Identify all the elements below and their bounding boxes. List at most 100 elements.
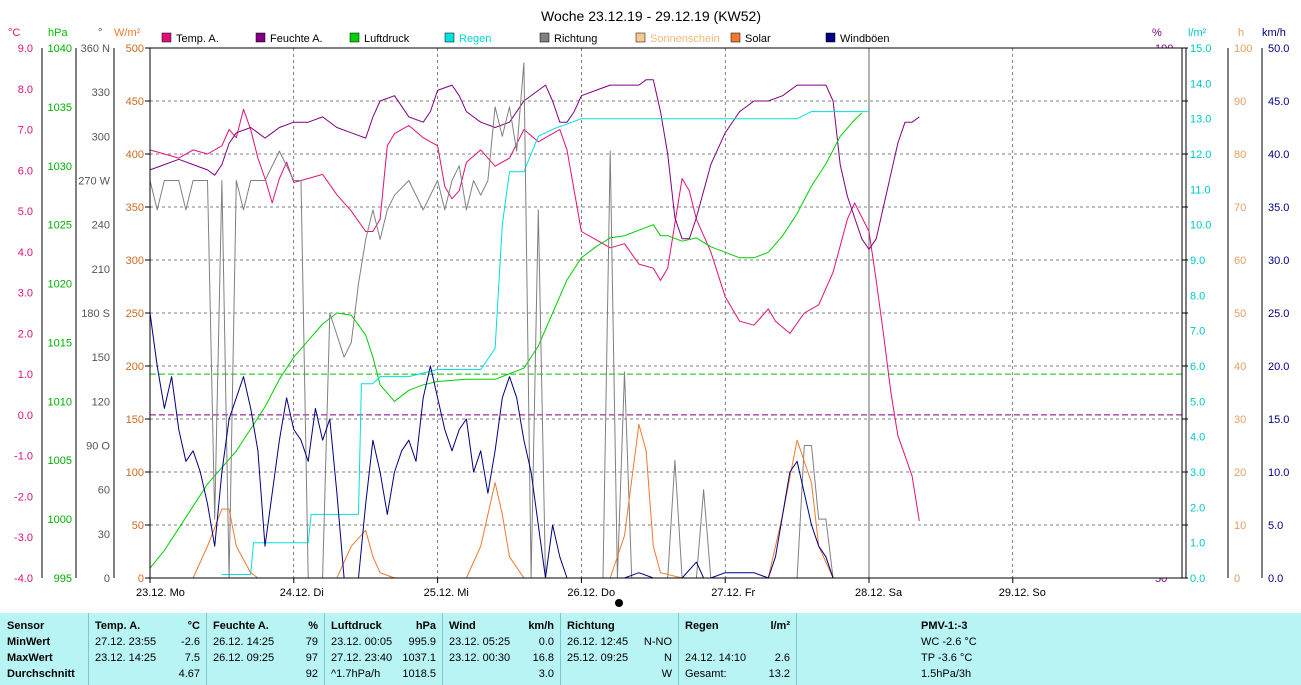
tick-label: 90	[1234, 96, 1246, 108]
legend-swatch	[539, 32, 550, 43]
wind-avg: 3.0	[538, 668, 554, 680]
stats-humidity-col: Feuchte A.% 26.12. 14:25 79 26.12. 09:25 9…	[207, 613, 325, 685]
tick-label: 200	[126, 361, 144, 373]
press-min-time: 23.12. 00:05	[331, 636, 393, 648]
tick-label: 5.0	[1190, 396, 1205, 408]
stats-rain-col: Regen l/m² 24.12. 14:10 2.6 Gesamt: 13.2	[679, 613, 797, 685]
tick-label: 1030	[48, 161, 72, 173]
tick-label: 270 W	[78, 176, 110, 188]
wind-header: Wind	[449, 620, 476, 632]
tick-label: 0.0	[1190, 573, 1205, 585]
legend-label: Regen	[459, 33, 491, 45]
wind-min-time: 23.12. 05:25	[449, 636, 511, 648]
tick-label: 8.0	[18, 84, 33, 96]
stats-sensor-col: Sensor MinWert MaxWert Durchschnitt	[0, 613, 89, 685]
unit-humidity: %	[1152, 27, 1162, 39]
tick-label: 13.0	[1190, 114, 1211, 126]
stats-direction-col: Richtung 26.12. 12:45 N-NO 25.12. 09:25 N …	[561, 613, 679, 685]
tick-label: 995	[54, 573, 72, 585]
rain-header: Regen	[685, 620, 719, 632]
hum-max-value: 97	[305, 652, 318, 664]
tick-label: 25.0	[1268, 308, 1289, 320]
rain-unit: l/m²	[770, 620, 790, 632]
series-line-feuchte-a-	[149, 79, 920, 250]
tick-label: 30	[98, 529, 110, 541]
reference-lines	[150, 373, 1182, 416]
hum-min-time: 26.12. 14:25	[213, 636, 275, 648]
tick-label: 1.0	[1190, 538, 1205, 550]
rain-max-time: 24.12. 14:10	[685, 652, 747, 664]
unit-direction: °	[98, 27, 102, 39]
legend-label: Richtung	[554, 33, 597, 45]
tick-label: 80	[1234, 149, 1246, 161]
tick-label: 3.0	[1190, 467, 1205, 479]
tick-label: -1.0	[14, 451, 33, 463]
tick-label: 9.0	[18, 43, 33, 55]
tick-label: -3.0	[14, 532, 33, 544]
temp-max-time: 23.12. 14:25	[95, 652, 157, 664]
wind-unit: km/h	[528, 620, 554, 632]
series-line-richtung	[149, 62, 841, 579]
tick-label: 70	[1234, 202, 1246, 214]
stats-pressure-col: Luftdruck hPa 23.12. 00:05 995.9 27.12. 23…	[325, 613, 443, 685]
series-line-regen	[221, 111, 869, 575]
x-axis-label: 23.12. Mo	[136, 587, 185, 599]
tick-label: 250	[126, 308, 144, 320]
stats-wind-col: Wind km/h 23.12. 05:25 0.0 23.12. 00:30 16.…	[443, 613, 561, 685]
x-axis-labels: 23.12. Mo 24.12. Di 25.12. Mi 26.12. Do 27.1…	[136, 578, 1046, 599]
x-axis-label: 25.12. Mi	[424, 587, 469, 599]
temp-min-time: 27.12. 23:55	[95, 636, 157, 648]
unit-wind: km/h	[1262, 27, 1286, 39]
grid	[150, 48, 1182, 578]
temp-unit: °C	[187, 620, 200, 632]
tick-label: 330	[92, 87, 110, 99]
unit-temp: °C	[8, 27, 20, 39]
tick-label: 3.0	[18, 288, 33, 300]
wind-max-value: 16.8	[532, 652, 554, 664]
series-line-luftdruck	[149, 112, 863, 569]
hum-avg: 92	[305, 668, 318, 680]
dir-min-time: 26.12. 12:45	[567, 636, 629, 648]
press-avg: 1018.5	[402, 668, 436, 680]
plot-frame	[149, 47, 1183, 579]
press-min-value: 995.9	[408, 636, 436, 648]
pmv-header: PMV-1:-3	[921, 620, 968, 632]
press-header: Luftdruck	[331, 620, 382, 632]
tick-label: 6.0	[18, 165, 33, 177]
tick-label: 40.0	[1268, 149, 1289, 161]
tick-label: 120	[92, 396, 110, 408]
tick-label: 10.0	[1268, 467, 1289, 479]
press-max-value: 1037.1	[402, 652, 436, 664]
tick-label: 1000	[48, 514, 72, 526]
x-axis-label: 28.12. Sa	[855, 587, 903, 599]
x-axis-label: 26.12. Do	[567, 587, 615, 599]
dir-min-value: N-NO	[643, 636, 672, 648]
unit-rain: l/m²	[1188, 27, 1207, 39]
legend-swatch	[161, 32, 172, 43]
x-axis-label: 29.12. So	[999, 587, 1046, 599]
tick-label: 1035	[48, 102, 72, 114]
chart-title: Woche 23.12.19 - 29.12.19 (KW52)	[541, 8, 761, 24]
now-marker	[615, 599, 623, 607]
tick-label: 1025	[48, 220, 72, 232]
temp-max-value: 7.5	[184, 652, 200, 664]
legend-label: Sonnenschein	[650, 33, 720, 45]
legend: Temp. A. Feuchte A. Luftdruck Regen Richtung…	[161, 32, 890, 45]
rain-total-value: 13.2	[768, 668, 790, 680]
tick-label: 20	[1234, 467, 1246, 479]
rain-max-value: 2.6	[774, 652, 790, 664]
x-axis-label: 27.12. Fr	[711, 587, 755, 599]
temp-avg: 4.67	[178, 668, 200, 680]
rain-total-label: Gesamt:	[685, 668, 727, 680]
tick-label: 1005	[48, 455, 72, 467]
legend-label: Temp. A.	[176, 33, 219, 45]
legend-label: Windböen	[840, 33, 890, 45]
hum-min-value: 79	[305, 636, 318, 648]
tick-label: 150	[92, 352, 110, 364]
sensor-header: Sensor	[7, 620, 45, 632]
tick-label: 100	[126, 467, 144, 479]
legend-label: Feuchte A.	[270, 33, 323, 45]
dir-header: Richtung	[567, 620, 615, 632]
tick-label: 0	[1234, 573, 1240, 585]
tick-label: 50	[132, 520, 144, 532]
